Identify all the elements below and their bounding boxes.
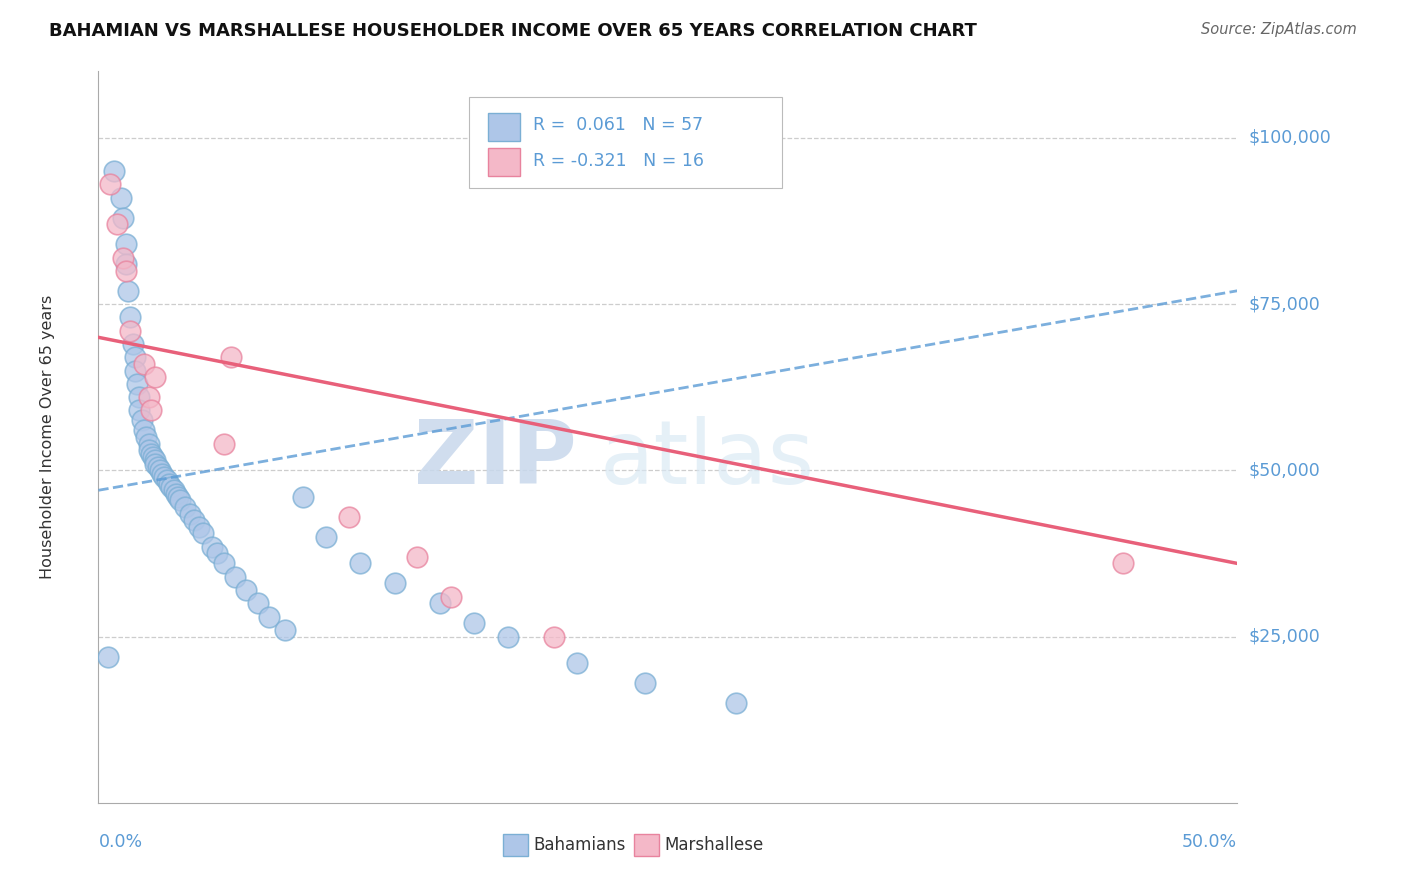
Point bbox=[315, 530, 337, 544]
Point bbox=[128, 403, 150, 417]
Text: $25,000: $25,000 bbox=[1249, 628, 1320, 646]
Text: R = -0.321   N = 16: R = -0.321 N = 16 bbox=[533, 152, 704, 169]
Point bbox=[634, 676, 657, 690]
Point bbox=[103, 164, 125, 178]
Text: R =  0.061   N = 57: R = 0.061 N = 57 bbox=[533, 117, 703, 135]
Point bbox=[114, 264, 136, 278]
FancyBboxPatch shape bbox=[468, 97, 782, 188]
Point bbox=[145, 457, 167, 471]
Point bbox=[406, 549, 429, 564]
Text: ZIP: ZIP bbox=[413, 416, 576, 502]
Point bbox=[429, 596, 451, 610]
Point bbox=[117, 284, 139, 298]
Point bbox=[162, 483, 184, 498]
Point bbox=[149, 463, 172, 477]
Point bbox=[120, 310, 142, 325]
Point bbox=[167, 490, 190, 504]
Point bbox=[183, 513, 205, 527]
Point bbox=[98, 178, 121, 192]
Point bbox=[138, 390, 160, 404]
Point bbox=[132, 357, 155, 371]
Point bbox=[219, 351, 242, 365]
Point bbox=[1112, 557, 1135, 571]
Text: $75,000: $75,000 bbox=[1249, 295, 1320, 313]
Point bbox=[156, 473, 179, 487]
Text: 0.0%: 0.0% bbox=[98, 833, 142, 851]
Point bbox=[146, 460, 169, 475]
Point bbox=[139, 447, 162, 461]
Point bbox=[139, 403, 162, 417]
Text: 50.0%: 50.0% bbox=[1182, 833, 1237, 851]
Point bbox=[274, 623, 297, 637]
Point bbox=[384, 576, 406, 591]
Point bbox=[112, 251, 135, 265]
Point bbox=[160, 480, 183, 494]
Point bbox=[153, 470, 176, 484]
Point bbox=[127, 376, 149, 391]
Text: Source: ZipAtlas.com: Source: ZipAtlas.com bbox=[1201, 22, 1357, 37]
Point bbox=[205, 546, 228, 560]
Point bbox=[138, 436, 160, 450]
Point bbox=[463, 616, 485, 631]
Point bbox=[193, 526, 215, 541]
Point bbox=[498, 630, 520, 644]
Bar bbox=[488, 148, 520, 176]
Point bbox=[96, 649, 118, 664]
Point bbox=[112, 211, 135, 225]
Point bbox=[337, 509, 360, 524]
Point bbox=[440, 590, 463, 604]
Point bbox=[114, 257, 136, 271]
Point bbox=[110, 191, 132, 205]
Point bbox=[114, 237, 136, 252]
Point bbox=[212, 557, 235, 571]
Bar bbox=[503, 834, 527, 856]
Point bbox=[135, 430, 157, 444]
Point bbox=[212, 436, 235, 450]
Point bbox=[174, 500, 197, 514]
Point bbox=[235, 582, 257, 597]
Point bbox=[132, 424, 155, 438]
Point bbox=[150, 467, 173, 481]
Text: BAHAMIAN VS MARSHALLESE HOUSEHOLDER INCOME OVER 65 YEARS CORRELATION CHART: BAHAMIAN VS MARSHALLESE HOUSEHOLDER INCO… bbox=[49, 22, 977, 40]
Point bbox=[131, 413, 153, 427]
Text: Marshallese: Marshallese bbox=[665, 836, 763, 855]
Point bbox=[121, 337, 143, 351]
Point bbox=[165, 486, 187, 500]
Point bbox=[292, 490, 315, 504]
Point bbox=[124, 363, 146, 377]
Point bbox=[259, 609, 281, 624]
Text: $50,000: $50,000 bbox=[1249, 461, 1320, 479]
Point bbox=[187, 520, 209, 534]
Point bbox=[124, 351, 146, 365]
Text: $100,000: $100,000 bbox=[1249, 128, 1331, 147]
Point bbox=[138, 443, 160, 458]
Point bbox=[179, 507, 201, 521]
Point bbox=[105, 217, 128, 231]
Text: atlas: atlas bbox=[599, 416, 814, 502]
Point bbox=[246, 596, 269, 610]
Point bbox=[157, 476, 180, 491]
Bar bbox=[488, 113, 520, 141]
Point bbox=[120, 324, 142, 338]
Point bbox=[169, 493, 191, 508]
Text: Bahamians: Bahamians bbox=[533, 836, 626, 855]
Point bbox=[145, 453, 167, 467]
Point bbox=[543, 630, 565, 644]
Point bbox=[725, 696, 748, 710]
Point bbox=[145, 370, 167, 384]
Text: Householder Income Over 65 years: Householder Income Over 65 years bbox=[39, 295, 55, 579]
Point bbox=[224, 570, 246, 584]
Point bbox=[201, 540, 224, 554]
Point bbox=[128, 390, 150, 404]
Point bbox=[565, 656, 588, 670]
Bar bbox=[634, 834, 659, 856]
Point bbox=[349, 557, 371, 571]
Point bbox=[142, 450, 165, 464]
